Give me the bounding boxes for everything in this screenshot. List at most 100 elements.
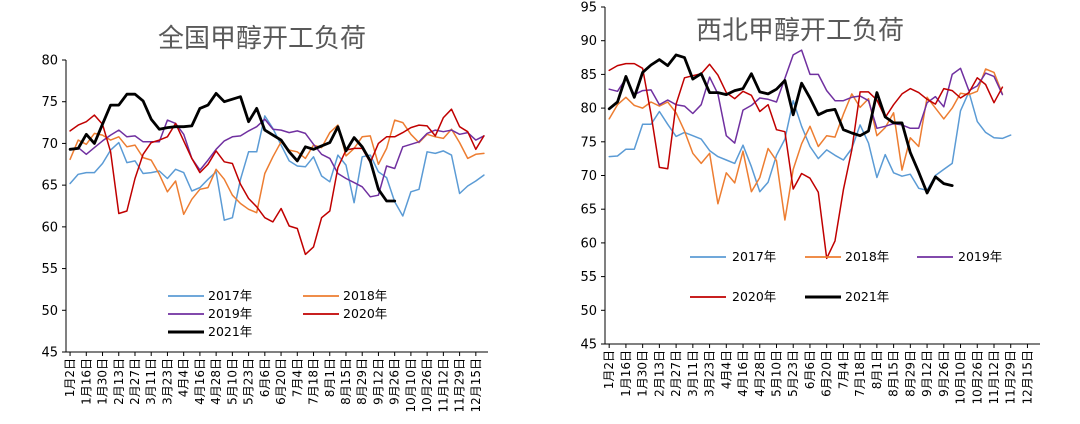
y-tick-label: 55 — [580, 270, 597, 285]
y-tick-label: 70 — [41, 137, 58, 152]
x-tick-label: 10月26日 — [970, 350, 984, 405]
x-tick-label: 5月23日 — [786, 350, 800, 397]
x-tick-label: 10月26日 — [420, 358, 434, 413]
y-tick-label: 65 — [580, 203, 597, 218]
chart-national-methanol-load: 全国甲醇开工负荷 45 50 55 60 65 70 75 80 1月2日 1月16日 1月30日… — [41, 24, 488, 413]
y-tick-label: 65 — [41, 179, 58, 194]
chart-title: 西北甲醇开工负荷 — [696, 16, 904, 46]
chart-title: 全国甲醇开工负荷 — [158, 24, 366, 54]
x-axis: 1月2日 1月16日 1月30日 2月13日 2月27日 3月11日 3月23日 4月4日 4月… — [63, 351, 488, 413]
legend-item-2021: 2021年 — [168, 324, 252, 339]
x-tick-label: 8月15日 — [887, 350, 901, 397]
x-tick-label: 5月10日 — [769, 350, 783, 397]
legend-label: 2021年 — [208, 324, 252, 339]
x-tick-label: 4月4日 — [719, 350, 733, 389]
x-tick-label: 11月29日 — [453, 358, 467, 413]
y-tick-label: 70 — [580, 169, 597, 184]
x-tick-label: 9月12日 — [371, 358, 385, 405]
y-tick-label: 75 — [580, 135, 597, 150]
x-tick-label: 9月26日 — [937, 350, 951, 397]
x-tick-label: 6月20日 — [274, 358, 288, 405]
x-tick-label: 3月11日 — [686, 350, 700, 397]
x-tick-label: 1月30日 — [96, 358, 110, 405]
legend-label: 2020年 — [732, 289, 776, 304]
plot-area — [68, 92, 485, 256]
x-tick-label: 1月2日 — [63, 358, 77, 397]
x-tick-label: 8月29日 — [355, 358, 369, 405]
plot-area — [607, 49, 1012, 260]
legend-item-2019: 2019年 — [917, 249, 1002, 264]
legend: 2017年 2018年 2019年 2020年 2021年 — [168, 288, 387, 339]
x-tick-label: 2月27日 — [669, 350, 683, 397]
x-tick-label: 9月26日 — [388, 358, 402, 405]
x-tick-label: 4月28日 — [753, 350, 767, 397]
x-tick-label: 10月10日 — [954, 350, 968, 405]
y-axis: 45 50 55 60 65 70 75 80 85 90 95 — [580, 1, 606, 353]
legend-label: 2020年 — [343, 306, 387, 321]
legend-item-2020: 2020年 — [303, 306, 387, 321]
y-tick-label: 55 — [41, 262, 58, 277]
series-line-2019年 — [608, 49, 1004, 144]
x-tick-label: 8月29日 — [903, 350, 917, 397]
x-tick-label: 3月23日 — [703, 350, 717, 397]
legend-item-2021: 2021年 — [805, 289, 889, 304]
x-tick-label: 11月12日 — [987, 350, 1001, 405]
x-tick-label: 3月11日 — [144, 358, 158, 405]
legend-label: 2017年 — [732, 249, 776, 264]
x-tick-label: 7月18日 — [853, 350, 867, 397]
x-tick-label: 6月6日 — [803, 350, 817, 389]
legend-item-2020: 2020年 — [690, 289, 776, 304]
x-axis: 1月2日 1月16日 1月30日 2月13日 2月27日 3月11日 3月23日 4月4日 4月… — [602, 343, 1040, 405]
x-tick-label: 3月23日 — [160, 358, 174, 405]
series-line-2017年 — [69, 115, 485, 221]
series-line-2021年 — [607, 53, 954, 195]
x-tick-label: 12月15日 — [1020, 350, 1034, 405]
x-tick-label: 5月23日 — [242, 358, 256, 405]
x-tick-label: 1月16日 — [619, 350, 633, 397]
y-tick-label: 95 — [580, 1, 597, 16]
x-tick-label: 4月4日 — [177, 358, 191, 397]
x-tick-label: 7月4日 — [836, 350, 850, 389]
x-tick-label: 10月10日 — [404, 358, 418, 413]
legend-label: 2017年 — [208, 288, 252, 303]
y-tick-label: 90 — [580, 34, 597, 49]
x-tick-label: 11月29日 — [1004, 350, 1018, 405]
x-tick-label: 2月27日 — [128, 358, 142, 405]
series-line-2018年 — [69, 119, 485, 216]
legend: 2017年 2018年 2019年 2020年 2021年 — [690, 249, 1002, 304]
x-tick-label: 7月4日 — [290, 358, 304, 397]
x-tick-label: 6月20日 — [820, 350, 834, 397]
y-tick-label: 45 — [41, 346, 58, 361]
x-tick-label: 12月15日 — [469, 358, 483, 413]
x-tick-label: 8月1日 — [870, 350, 884, 389]
x-tick-label: 8月1日 — [323, 358, 337, 397]
legend-item-2017: 2017年 — [690, 249, 776, 264]
y-tick-label: 75 — [41, 95, 58, 110]
x-tick-label: 6月6日 — [258, 358, 272, 397]
x-tick-label: 2月13日 — [112, 358, 126, 405]
series-line-2019年 — [69, 118, 485, 198]
y-tick-label: 80 — [580, 102, 597, 117]
x-tick-label: 4月28日 — [209, 358, 223, 405]
legend-item-2018: 2018年 — [303, 288, 387, 303]
x-tick-label: 4月16日 — [736, 350, 750, 397]
legend-item-2019: 2019年 — [168, 306, 252, 321]
series-line-2017年 — [608, 91, 1012, 193]
x-tick-label: 1月2日 — [602, 350, 616, 389]
x-tick-label: 2月13日 — [652, 350, 666, 397]
y-tick-label: 60 — [580, 236, 597, 251]
legend-label: 2018年 — [845, 249, 889, 264]
x-tick-label: 1月30日 — [636, 350, 650, 397]
y-tick-label: 50 — [41, 304, 58, 319]
y-tick-label: 60 — [41, 220, 58, 235]
x-tick-label: 9月12日 — [920, 350, 934, 397]
legend-item-2018: 2018年 — [805, 249, 889, 264]
legend-item-2017: 2017年 — [168, 288, 252, 303]
x-tick-label: 5月10日 — [225, 358, 239, 405]
x-tick-label: 8月15日 — [339, 358, 353, 405]
y-tick-label: 85 — [580, 68, 597, 83]
y-tick-label: 50 — [580, 304, 597, 319]
x-tick-label: 4月16日 — [193, 358, 207, 405]
legend-label: 2018年 — [343, 288, 387, 303]
